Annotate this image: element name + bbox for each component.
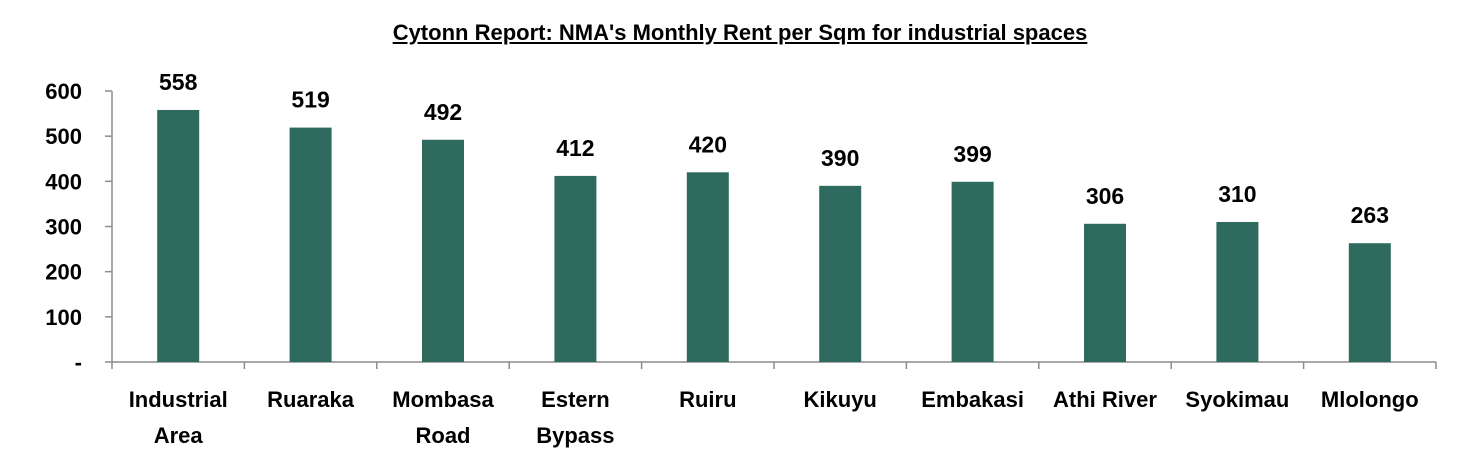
x-tick-label: Bypass: [536, 423, 614, 448]
y-tick-label: 400: [45, 169, 82, 194]
x-tick-label: Mlolongo: [1321, 387, 1419, 412]
data-label: 492: [424, 99, 462, 125]
bar: [1348, 243, 1391, 362]
data-label: 399: [953, 141, 991, 167]
bar: [289, 127, 332, 363]
y-tick-label: 600: [45, 79, 82, 104]
bar: [951, 181, 994, 362]
bar: [1084, 223, 1126, 362]
data-label: 420: [689, 131, 727, 157]
data-label: 263: [1351, 202, 1389, 228]
y-tick-label: 300: [45, 215, 82, 240]
bar: [554, 175, 597, 362]
x-tick-label: Ruiru: [679, 387, 736, 412]
bar: [422, 139, 464, 362]
x-tick-label: Ruaraka: [267, 387, 355, 412]
bar: [1216, 221, 1259, 362]
data-label: 519: [291, 87, 329, 113]
y-tick-label: 200: [45, 260, 82, 285]
x-tick-label: Road: [416, 423, 471, 448]
bar: [819, 185, 862, 362]
x-tick-label: Industrial: [129, 387, 228, 412]
data-label: 306: [1086, 183, 1124, 209]
bar: [686, 172, 729, 362]
x-tick-label: Kikuyu: [804, 387, 877, 412]
x-tick-label: Embakasi: [921, 387, 1024, 412]
x-tick-label: Athi River: [1053, 387, 1157, 412]
bar: [157, 109, 200, 362]
x-tick-label: Mombasa: [392, 387, 494, 412]
y-tick-label: 100: [45, 305, 82, 330]
data-label: 558: [159, 69, 198, 95]
chart-title: Cytonn Report: NMA's Monthly Rent per Sq…: [392, 20, 1088, 45]
data-label: 412: [556, 135, 594, 161]
y-tick-label: -: [75, 350, 82, 375]
y-tick-label: 500: [45, 124, 82, 149]
x-tick-label: Syokimau: [1185, 387, 1289, 412]
x-tick-label: Estern: [541, 387, 609, 412]
data-label: 390: [821, 145, 859, 171]
data-label: 310: [1218, 181, 1256, 207]
x-tick-label: Area: [154, 423, 204, 448]
